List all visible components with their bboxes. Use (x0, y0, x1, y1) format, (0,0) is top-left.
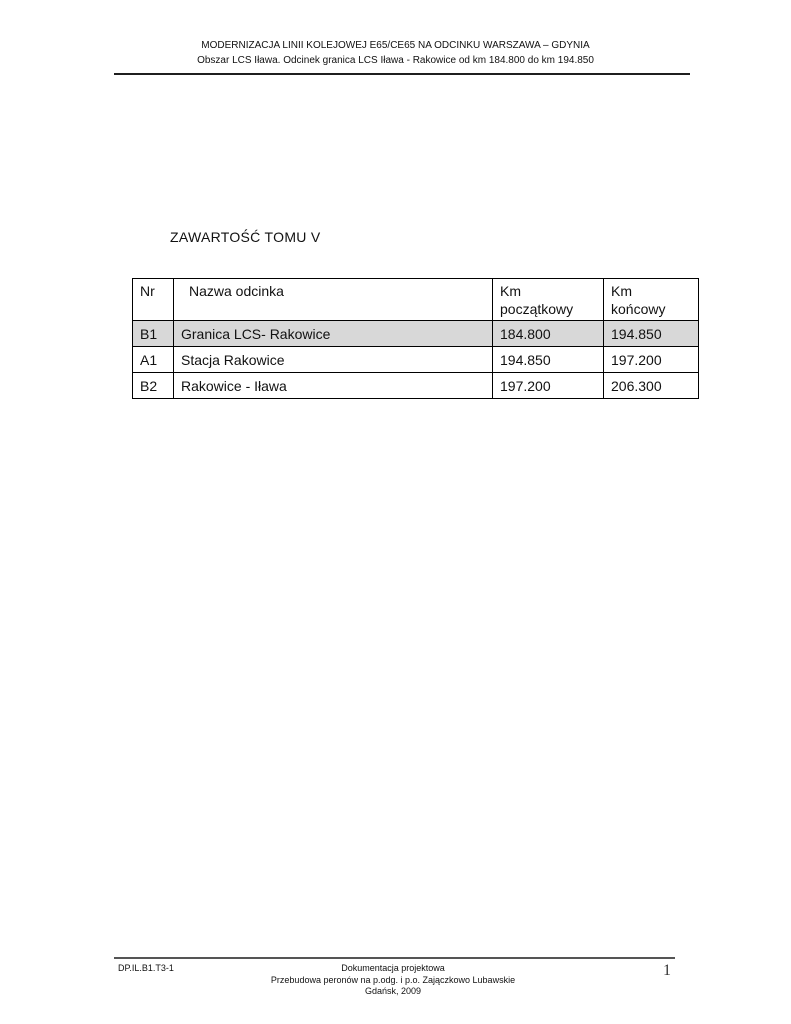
table-row-a1: A1 Stacja Rakowice 194.850 197.200 (132, 346, 699, 373)
cell-nr: A1 (132, 346, 174, 373)
page-number: 1 (663, 962, 671, 979)
cell-km-koncowy: 194.850 (603, 320, 699, 347)
cell-km-poczatkowy: 184.800 (492, 320, 604, 347)
footer-doc-code: DP.IL.B1.T3-1 (118, 963, 174, 973)
contents-table: Nr Nazwa odcinka Km początkowy Km końcow… (132, 278, 699, 399)
footer-center-block: Dokumentacja projektowa Przebudowa peron… (0, 963, 786, 998)
cell-nr: B1 (132, 320, 174, 347)
page-title: ZAWARTOŚĆ TOMU V (170, 229, 321, 245)
cell-nazwa: Stacja Rakowice (173, 346, 493, 373)
footer-rule (114, 957, 675, 959)
footer-center-line: Dokumentacja projektowa (341, 963, 445, 973)
col-header-km-koncowy: Km końcowy (603, 278, 699, 321)
table-header-row: Nr Nazwa odcinka Km początkowy Km końcow… (132, 278, 699, 321)
cell-nazwa: Rakowice - Iława (173, 372, 493, 399)
cell-km-poczatkowy: 194.850 (492, 346, 604, 373)
header-subtitle-line: Obszar LCS Iława. Odcinek granica LCS Ił… (197, 55, 594, 66)
header-title-line: MODERNIZACJA LINII KOLEJOWEJ E65/CE65 NA… (201, 40, 590, 51)
col-header-nr: Nr (132, 278, 174, 321)
table-row-b1: B1 Granica LCS- Rakowice 184.800 194.850 (132, 320, 699, 347)
col-header-nazwa-odcinka: Nazwa odcinka (173, 278, 493, 321)
table-row-b2: B2 Rakowice - Iława 197.200 206.300 (132, 372, 699, 399)
cell-nr: B2 (132, 372, 174, 399)
col-header-km-poczatkowy: Km początkowy (492, 278, 604, 321)
footer-center-line: Przebudowa peronów na p.odg. i p.o. Zają… (270, 974, 516, 985)
cell-nazwa: Granica LCS- Rakowice (173, 320, 493, 347)
cell-km-koncowy: 197.200 (603, 346, 699, 373)
footer-center-line: Gdańsk, 2009 (364, 986, 422, 996)
page-header: MODERNIZACJA LINII KOLEJOWEJ E65/CE65 NA… (0, 38, 791, 68)
header-rule (114, 73, 690, 75)
cell-km-koncowy: 206.300 (603, 372, 699, 399)
cell-km-poczatkowy: 197.200 (492, 372, 604, 399)
